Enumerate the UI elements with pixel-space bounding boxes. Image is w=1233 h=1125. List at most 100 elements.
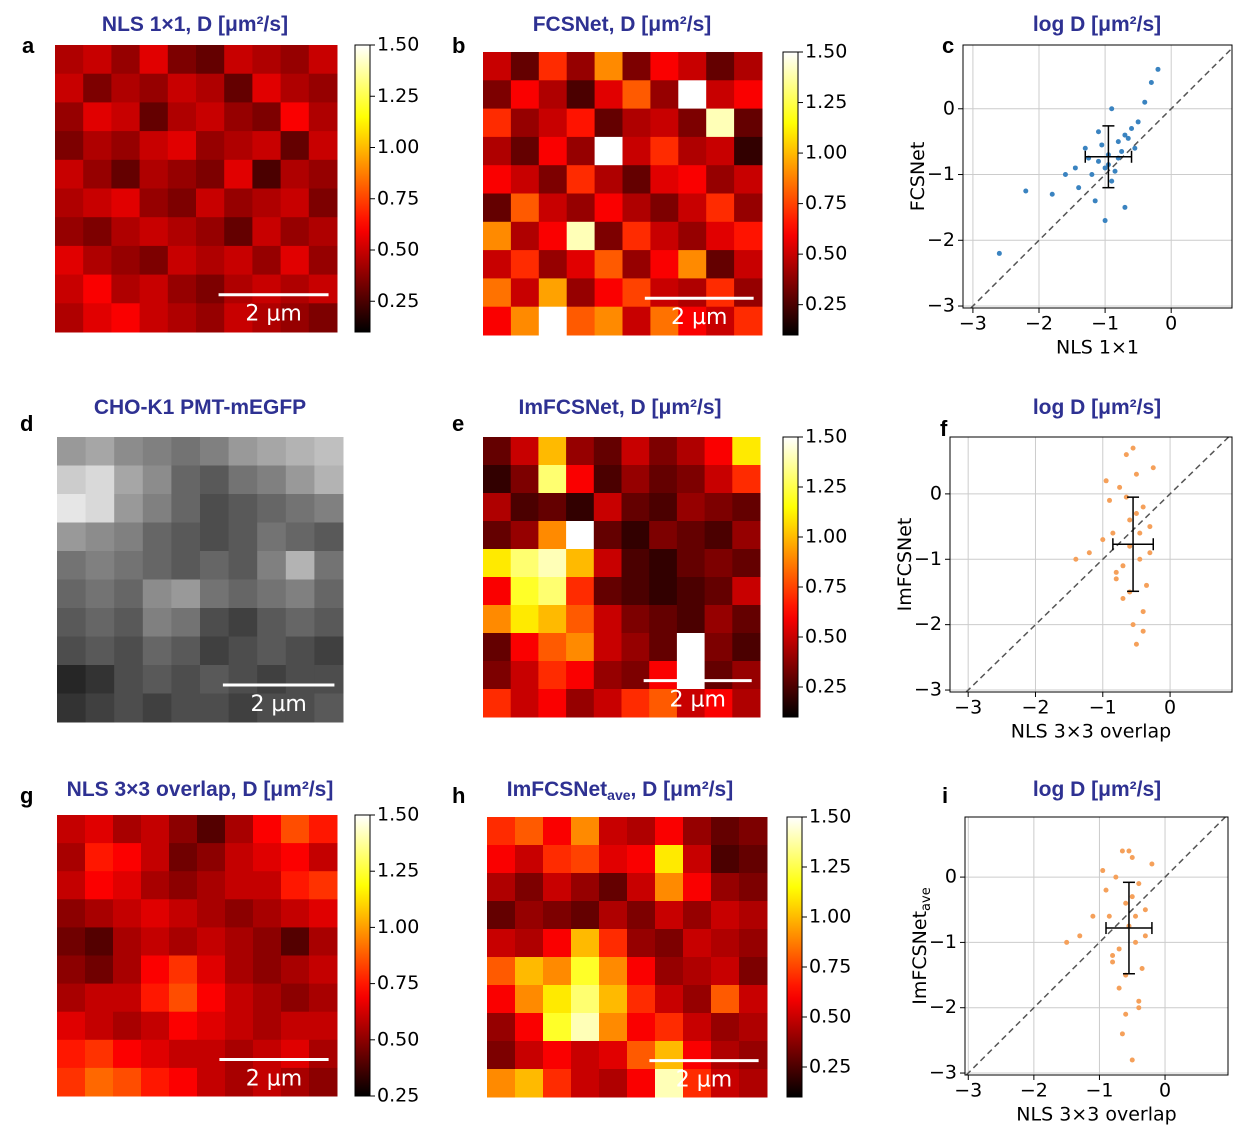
- plot-frame: [949, 436, 1233, 693]
- heatmap-cell: [538, 633, 567, 662]
- heatmap-cell: [706, 250, 735, 279]
- heatmap-cell: [622, 278, 651, 308]
- scatter-point: [1136, 881, 1142, 887]
- heatmap-cell: [543, 901, 572, 930]
- scatter-point: [1135, 119, 1141, 125]
- heatmap-cell: [141, 1011, 170, 1041]
- colorbar-tick-label: 1.00: [805, 526, 847, 548]
- heatmap-cell: [139, 131, 169, 161]
- colorbar-tick-label: 0.75: [805, 576, 847, 598]
- heatmap-cell: [739, 817, 768, 846]
- heatmap-cell: [169, 1067, 198, 1097]
- heatmap-cell: [734, 52, 763, 81]
- heatmap-cell: [538, 221, 568, 251]
- heatmap-cell: [224, 102, 253, 132]
- heatmap-cell: [649, 493, 678, 522]
- heatmap-cell: [734, 250, 763, 279]
- heatmap-cell: [678, 108, 707, 138]
- heatmap-cell: [57, 983, 86, 1013]
- heatmap-cell: [732, 661, 761, 690]
- panel-letter: e: [452, 411, 464, 436]
- heatmap-cell: [732, 521, 761, 550]
- heatmap-cell: [627, 817, 656, 846]
- heatmap-cell: [196, 217, 225, 247]
- heatmap-cell: [739, 1069, 768, 1098]
- heatmap-cell: [515, 985, 544, 1014]
- colorbar-tick-label: 1.50: [377, 804, 419, 826]
- scatter-point: [1129, 126, 1135, 132]
- panel-letter: g: [20, 783, 33, 808]
- scatter-point: [1130, 445, 1136, 451]
- heatmap-cell: [141, 927, 170, 956]
- panel-title: FCSNet, D [μm²/s]: [533, 13, 712, 36]
- heatmap-cell: [224, 45, 253, 75]
- heatmap-cell: [515, 817, 544, 846]
- heatmap-cell: [487, 1041, 516, 1070]
- heatmap-cell: [683, 901, 712, 930]
- heatmap-cell: [566, 108, 596, 138]
- heatmap-cell: [309, 899, 338, 928]
- heatmap-cell: [85, 815, 114, 844]
- heatmap-cell: [280, 303, 310, 333]
- panel-letter: b: [452, 33, 465, 58]
- scatter-point: [1123, 494, 1129, 500]
- heatmap-cell: [711, 985, 740, 1014]
- scatter-point: [1132, 145, 1138, 151]
- heatmap-cell: [114, 579, 144, 609]
- heatmap-cell: [676, 549, 706, 578]
- heatmap-cell: [114, 693, 144, 723]
- heatmap-cell: [622, 193, 651, 223]
- heatmap-cell: [510, 108, 540, 138]
- heatmap-cell: [571, 1041, 600, 1070]
- heatmap-cell: [224, 188, 253, 218]
- heatmap-cell: [253, 955, 282, 985]
- heatmap-cell: [599, 1069, 628, 1098]
- heatmap-cell: [281, 1067, 310, 1097]
- heatmap-cell: [711, 957, 740, 986]
- heatmap-cell: [253, 983, 282, 1013]
- y-axis-label-text: ImFCSNet: [894, 518, 916, 612]
- heatmap-cell: [139, 159, 169, 189]
- heatmap-cell: [85, 579, 115, 609]
- heatmap-cell: [171, 522, 201, 552]
- scatter-point: [1133, 913, 1139, 919]
- heatmap-cell: [543, 1041, 572, 1070]
- heatmap-cell: [483, 689, 512, 718]
- heatmap-cell: [309, 815, 338, 844]
- colorbar-tick-label: 1.25: [377, 85, 419, 107]
- panel-title: ImFCSNetave, D [μm²/s]: [507, 778, 733, 803]
- heatmap-cell: [543, 1013, 572, 1042]
- heatmap-cell: [483, 278, 512, 308]
- heatmap-cell: [538, 165, 568, 194]
- heatmap-cell: [139, 45, 169, 75]
- heatmap-cell: [169, 983, 198, 1013]
- heatmap-cell: [621, 577, 650, 606]
- heatmap-cell: [83, 73, 112, 103]
- heatmap-cell: [142, 494, 172, 523]
- heatmap-cell: [704, 493, 733, 522]
- heatmap-cell: [706, 193, 735, 223]
- heatmap-cell: [711, 929, 740, 958]
- heatmap-cell: [655, 1069, 684, 1098]
- scale-bar-label: 2 µm: [250, 692, 306, 717]
- heatmap-cell: [734, 193, 763, 223]
- heatmap-cell: [483, 521, 512, 550]
- heatmap-cell: [676, 521, 706, 550]
- heatmap-cell: [538, 605, 567, 634]
- heatmap-cell: [538, 493, 567, 522]
- heatmap-cell: [650, 250, 679, 279]
- heatmap-cell: [55, 303, 84, 333]
- scatter-point: [1076, 185, 1082, 191]
- heatmap-cell: [711, 1041, 740, 1070]
- heatmap-cell: [510, 689, 539, 718]
- identity-line: [965, 816, 1226, 1076]
- heatmap-cell: [114, 608, 144, 637]
- heatmap-cell: [200, 494, 230, 523]
- y-tick-label: −1: [927, 163, 955, 185]
- heatmap-cell: [309, 843, 338, 872]
- heatmap-cell: [483, 221, 512, 251]
- y-tick-label: 0: [945, 866, 957, 888]
- heatmap-cell: [566, 549, 595, 578]
- heatmap-cell: [167, 73, 197, 103]
- title-text: log D [μm²/s]: [1033, 778, 1161, 801]
